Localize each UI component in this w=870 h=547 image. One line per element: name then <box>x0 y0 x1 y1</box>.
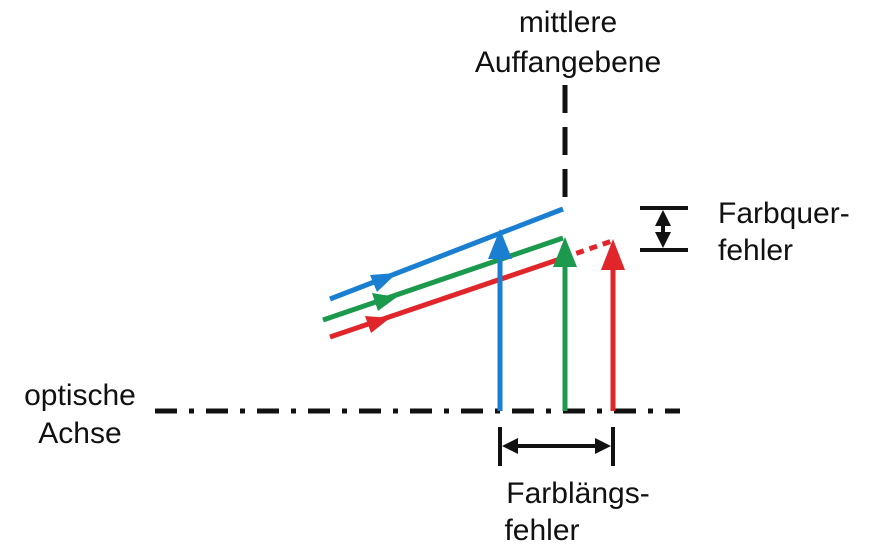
green-ray-arrowhead <box>372 293 397 311</box>
longitudinal-dim-arrow-right <box>595 438 611 454</box>
axis-label-line1: optische <box>24 379 136 412</box>
red-image-arrowhead <box>601 239 625 270</box>
axis-label-line2: Achse <box>38 417 121 450</box>
green-image-arrowhead <box>553 237 577 267</box>
blue-image-arrowhead <box>488 229 512 259</box>
red-ray <box>329 255 564 340</box>
blue-ray <box>329 206 564 302</box>
lateral-dim-arrow-down <box>655 232 671 248</box>
lateral-dim-arrow-up <box>655 210 671 226</box>
longitudinal-label-line1: Farblängs- <box>506 477 649 510</box>
plane-label-line1: mittlere <box>519 6 617 39</box>
plane-label-line2: Auffangebene <box>475 46 661 79</box>
longitudinal-dim-arrow-left <box>502 438 518 454</box>
red-ray-arrowhead <box>365 316 390 333</box>
green-ray <box>322 235 564 323</box>
longitudinal-label-line2: fehler <box>504 514 579 547</box>
red-ray-extension <box>562 238 613 261</box>
blue-ray-arrowhead <box>370 273 397 292</box>
lateral-label-line1: Farbquer- <box>718 197 850 230</box>
lateral-label-line2: fehler <box>718 234 793 267</box>
